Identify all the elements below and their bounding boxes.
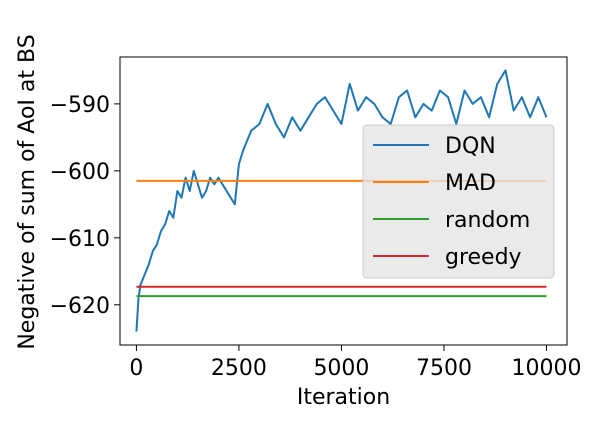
legend-label-greedy: greedy xyxy=(445,245,522,270)
legend-label-random: random xyxy=(445,208,530,233)
plot-frame xyxy=(119,56,568,346)
x-tick-label: 10000 xyxy=(511,356,581,381)
legend-label-dqn: DQN xyxy=(445,134,496,159)
x-tick-label: 0 xyxy=(129,356,143,381)
legend-label-mad: MAD xyxy=(445,171,496,196)
y-tick-label: −600 xyxy=(50,160,110,185)
legend: DQN MAD random greedy xyxy=(362,124,555,279)
x-tick-label: 5000 xyxy=(313,356,369,381)
y-tick-label: −620 xyxy=(50,294,110,319)
x-tick-label: 2500 xyxy=(211,356,267,381)
x-axis-ticks: 0 2500 5000 7500 10000 xyxy=(129,345,581,381)
y-axis-label: Negative of sum of AoI at BS xyxy=(15,34,40,349)
legend-box xyxy=(362,124,555,279)
y-axis-ticks: −620 −610 −600 −590 xyxy=(50,93,120,319)
x-tick-label: 7500 xyxy=(416,356,472,381)
series-line-dqn xyxy=(135,69,548,332)
y-tick-label: −590 xyxy=(50,93,110,118)
x-axis-label: Iteration xyxy=(297,385,390,410)
y-tick-label: −610 xyxy=(50,227,110,252)
